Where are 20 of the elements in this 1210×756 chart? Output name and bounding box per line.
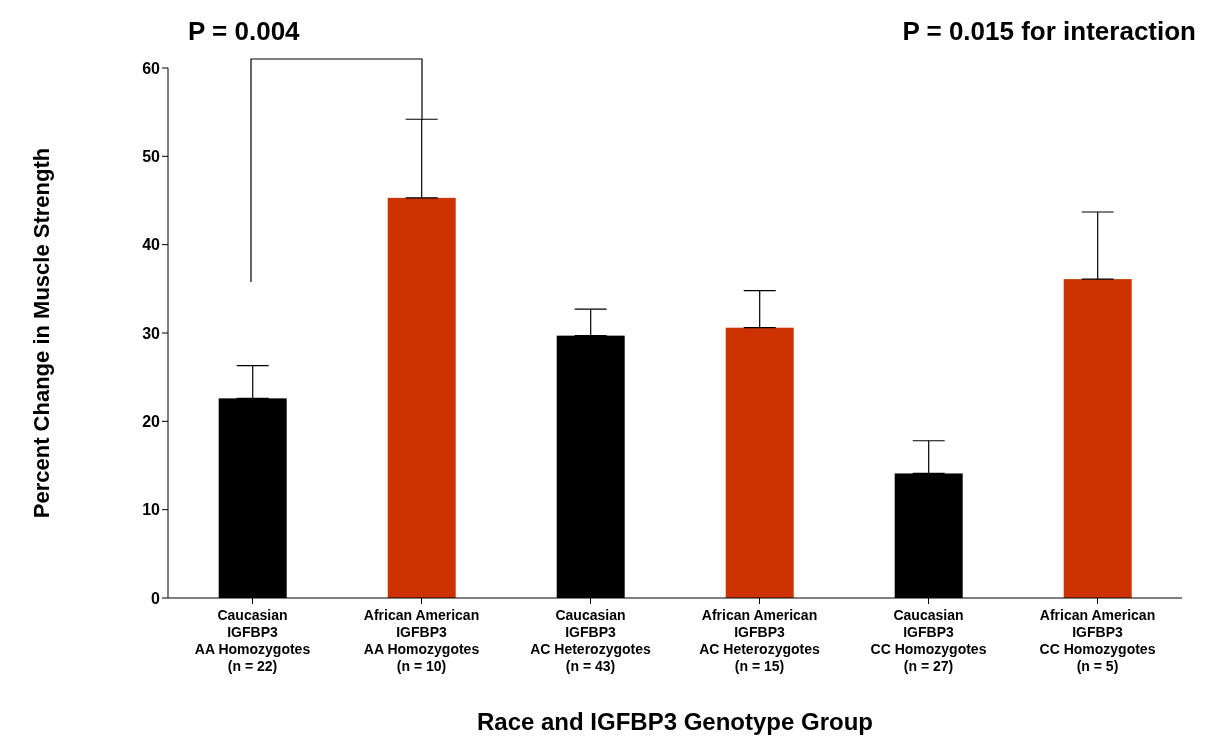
- y-tick-label: 30: [142, 324, 161, 342]
- y-tick-label: 50: [142, 148, 161, 166]
- bar: [1063, 279, 1132, 598]
- y-tick-label: 20: [142, 413, 161, 431]
- text: P = 0.004: [188, 16, 300, 47]
- y-tick-label: 10: [142, 501, 161, 519]
- x-tick-label: Caucasian IGFBP3 CC Homozygotes (n = 27): [870, 607, 987, 674]
- bar: [387, 197, 456, 598]
- x-axis-title: Race and IGFBP3 Genotype Group: [475, 708, 875, 736]
- y-axis-title: Percent Change in Muscle Strength: [29, 147, 55, 519]
- x-tick-label: African American IGFBP3 CC Homozygotes (n = 5): [1039, 607, 1156, 674]
- x-tick-label: Caucasian IGFBP3 AC Heterozygotes (n = 43): [530, 607, 651, 674]
- x-tick-label: African American IGFBP3 AC Heterozygotes (n = 15): [699, 607, 820, 674]
- y-tick-label: 60: [142, 59, 161, 77]
- x-tick-label: Caucasian IGFBP3 AA Homozygotes (n = 22): [194, 607, 311, 674]
- x-tick-label: African American IGFBP3 AA Homozygotes (n = 10): [363, 607, 480, 674]
- y-tick-label: 40: [142, 236, 161, 254]
- bar: [725, 327, 794, 598]
- text: P = 0.015 for interaction: [902, 16, 1196, 47]
- y-tick-label: 0: [151, 589, 161, 607]
